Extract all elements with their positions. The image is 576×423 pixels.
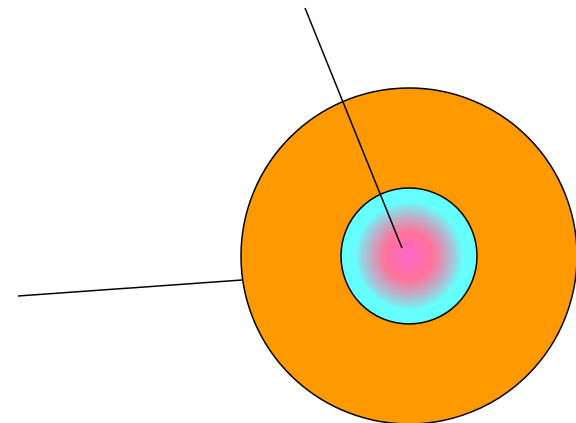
- leader-line-top: [304, 7, 403, 249]
- inner-disc: [340, 187, 478, 325]
- leader-line-left: [17, 279, 243, 297]
